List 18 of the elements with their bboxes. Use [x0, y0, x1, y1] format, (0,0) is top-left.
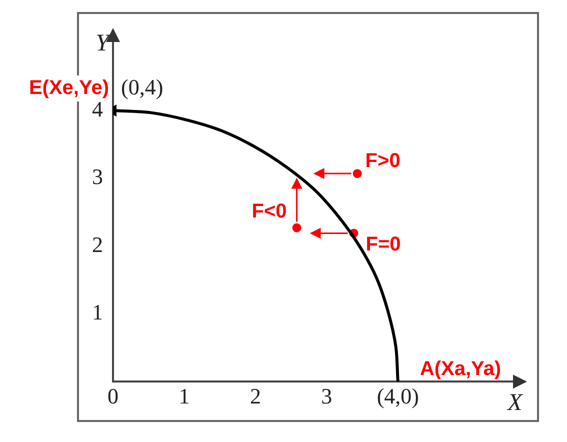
- annotation: (0,4): [121, 74, 164, 100]
- annotation: A(Xa,Ya): [420, 358, 502, 380]
- y-tick-label: 2: [92, 232, 103, 257]
- point: [292, 223, 302, 232]
- annotation: E(Xe,Ye): [28, 77, 109, 100]
- x-tick-label: 2: [250, 384, 261, 409]
- x-tick-label: (4,0): [376, 384, 419, 409]
- annotation: F<0: [252, 200, 287, 222]
- x-tick-label: 3: [321, 384, 332, 409]
- y-tick-label: 1: [92, 300, 103, 325]
- x-tick-label: 0: [108, 384, 118, 409]
- annotation: F=0: [366, 234, 401, 256]
- y-axis-title: Y: [96, 30, 112, 56]
- x-tick-label: 1: [178, 384, 190, 409]
- y-tick-label: 3: [92, 164, 103, 190]
- annotation: F>0: [365, 150, 400, 172]
- point: [352, 169, 362, 178]
- x-axis-title: X: [506, 390, 524, 416]
